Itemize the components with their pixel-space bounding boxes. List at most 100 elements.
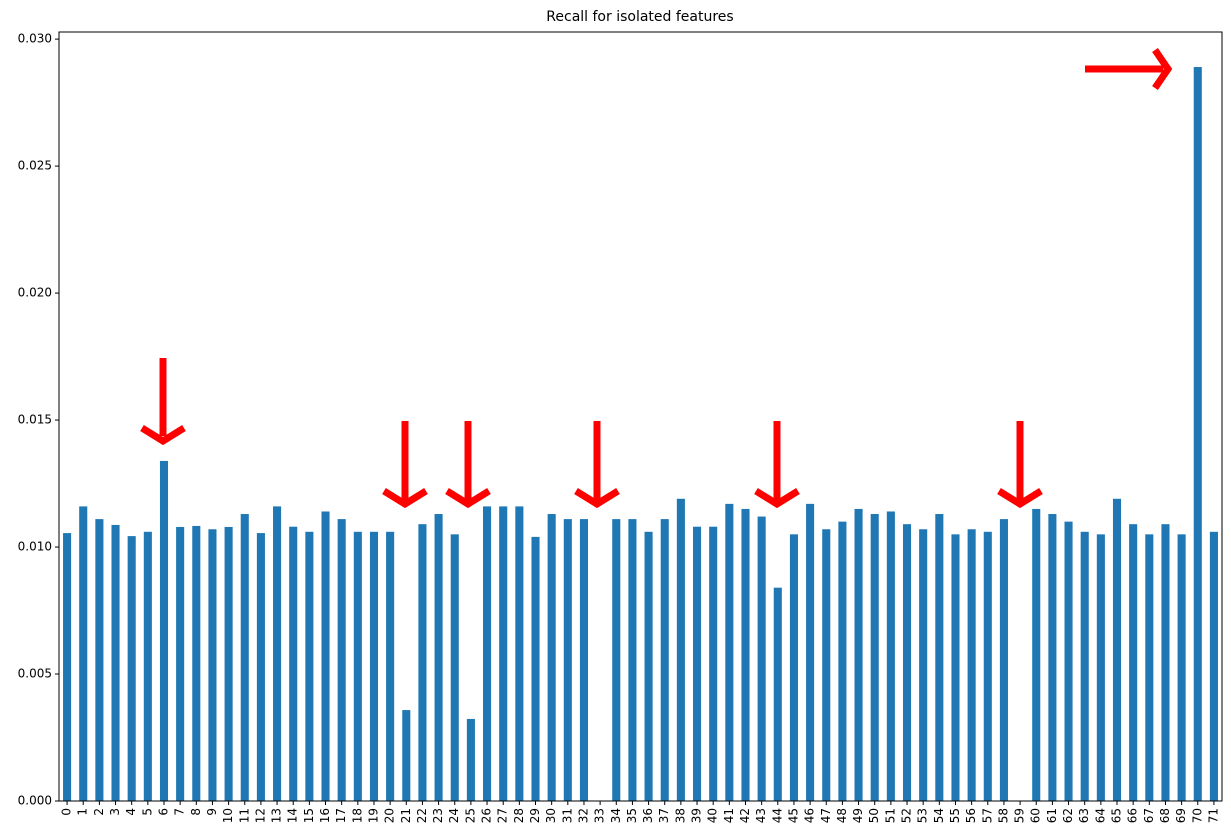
x-tick-label: 17 — [334, 808, 348, 823]
x-tick-label: 14 — [286, 808, 300, 823]
x-tick-label: 16 — [318, 808, 332, 823]
x-tick-label: 41 — [722, 808, 736, 823]
bar — [741, 508, 750, 801]
bar — [822, 529, 831, 801]
bar — [725, 503, 734, 801]
x-tick-label: 28 — [512, 808, 526, 823]
bar — [547, 514, 556, 801]
x-tick-label: 58 — [996, 808, 1010, 823]
bar — [1193, 67, 1202, 802]
x-tick-label: 36 — [641, 808, 655, 823]
bar — [450, 534, 459, 801]
bar — [1032, 508, 1041, 801]
bar — [870, 514, 879, 801]
x-tick-label: 38 — [673, 808, 687, 823]
bar — [1209, 531, 1218, 801]
x-tick-label: 66 — [1126, 808, 1140, 823]
x-tick-label: 44 — [770, 808, 784, 823]
x-tick-label: 56 — [964, 808, 978, 823]
bar — [369, 531, 379, 801]
bar — [660, 519, 669, 801]
bar — [886, 511, 895, 801]
bar — [644, 531, 653, 801]
x-tick-label: 22 — [415, 808, 429, 823]
bar — [999, 519, 1008, 801]
bar — [919, 529, 928, 801]
bar — [483, 506, 492, 801]
x-tick-label: 63 — [1077, 808, 1091, 823]
bar — [256, 533, 265, 801]
x-tick-label: 8 — [189, 808, 203, 816]
x-tick-label: 2 — [92, 808, 106, 816]
bar — [1080, 531, 1089, 801]
bar — [692, 526, 702, 801]
bar — [434, 514, 443, 801]
x-tick-label: 26 — [480, 808, 494, 823]
x-tick-label: 60 — [1029, 808, 1043, 823]
x-tick-label: 1 — [76, 808, 90, 816]
x-tick-label: 9 — [205, 808, 219, 816]
bar — [499, 506, 508, 801]
bar — [757, 516, 766, 801]
bar — [1129, 524, 1138, 801]
bar — [159, 460, 169, 801]
x-tick-label: 52 — [900, 808, 914, 823]
bar — [337, 519, 346, 801]
bar — [1145, 534, 1154, 801]
x-tick-label: 18 — [350, 808, 364, 823]
x-tick-label: 64 — [1093, 808, 1107, 823]
x-tick-label: 35 — [625, 808, 639, 823]
bar — [289, 526, 298, 801]
bar — [951, 534, 960, 801]
x-tick-label: 20 — [383, 808, 397, 823]
bar — [902, 524, 912, 801]
x-tick-label: 3 — [108, 808, 122, 816]
x-tick-label: 21 — [399, 808, 413, 823]
bar — [773, 587, 782, 801]
bar — [1048, 514, 1057, 801]
bar — [628, 519, 637, 801]
x-tick-label: 43 — [754, 808, 768, 823]
arrow — [997, 421, 1043, 509]
arrow — [382, 421, 428, 509]
x-tick-label: 47 — [819, 808, 833, 823]
bar — [563, 519, 572, 801]
x-tick-label: 6 — [156, 808, 170, 816]
bar — [935, 514, 944, 801]
bar — [176, 526, 185, 801]
bar — [127, 536, 136, 801]
x-tick-label: 12 — [253, 808, 267, 823]
x-tick-label: 23 — [431, 808, 445, 823]
x-tick-label: 39 — [690, 808, 704, 823]
plot-frame — [58, 31, 1223, 802]
x-tick-label: 32 — [576, 808, 590, 823]
x-tick-label: 4 — [124, 808, 138, 816]
bar — [531, 536, 540, 801]
x-tick-label: 37 — [657, 808, 671, 823]
x-tick-label: 61 — [1045, 808, 1059, 823]
x-tick-label: 42 — [738, 808, 752, 823]
x-tick-label: 59 — [1013, 808, 1027, 823]
arrow — [574, 421, 620, 509]
x-tick-label: 27 — [496, 808, 510, 823]
bar — [79, 506, 88, 801]
x-tick-label: 48 — [835, 808, 849, 823]
x-tick-label: 19 — [366, 808, 380, 823]
x-tick-label: 5 — [140, 808, 154, 816]
x-tick-label: 24 — [447, 808, 461, 823]
x-tick-label: 45 — [786, 808, 800, 823]
bar — [676, 498, 685, 801]
bar — [579, 519, 589, 801]
bar — [1096, 534, 1105, 801]
bar — [402, 710, 411, 801]
x-tick-label: 71 — [1206, 808, 1220, 823]
x-tick-label: 50 — [867, 808, 881, 823]
y-tick-label: 0.010 — [18, 540, 52, 554]
y-tick-label: 0.030 — [18, 32, 52, 46]
bar — [353, 531, 362, 801]
x-tick-label: 49 — [851, 808, 865, 823]
x-tick-label: 54 — [932, 808, 946, 823]
x-tick-label: 33 — [593, 808, 607, 823]
x-tick-label: 40 — [706, 808, 720, 823]
